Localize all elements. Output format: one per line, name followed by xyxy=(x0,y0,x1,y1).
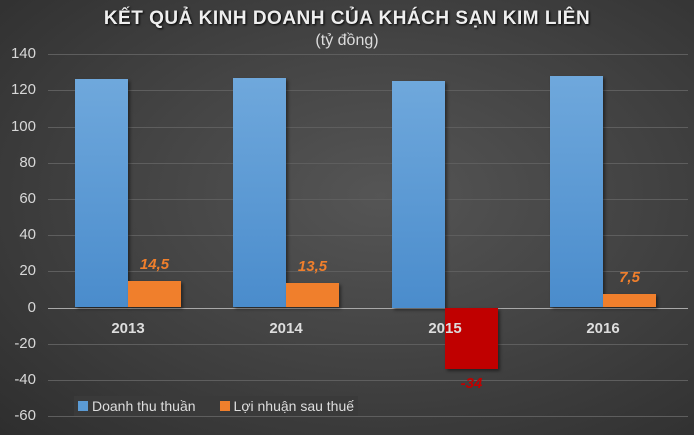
y-tick-label: -20 xyxy=(14,335,36,352)
gridline xyxy=(48,235,688,236)
x-tick-label: 2016 xyxy=(586,320,620,337)
bar-profit-2015 xyxy=(445,307,498,370)
chart-subtitle: (tỷ đồng) xyxy=(315,32,379,49)
data-label: 7,5 xyxy=(619,268,640,286)
y-tick-label: 100 xyxy=(10,118,36,135)
legend-swatch-orange xyxy=(219,401,230,411)
bar-revenue-2015 xyxy=(392,81,445,308)
chart-title: KẾT QUẢ KINH DOANH CỦA KHÁCH SẠN KIM LIÊ… xyxy=(103,8,591,29)
bar-profit-2014 xyxy=(286,283,339,308)
y-tick-label: -40 xyxy=(14,371,36,388)
y-tick-label: 80 xyxy=(19,154,36,171)
legend-label: Doanh thu thuần xyxy=(92,398,196,414)
x-tick-label: 2013 xyxy=(111,320,145,337)
bar-revenue-2013 xyxy=(75,79,128,308)
gridline xyxy=(48,344,688,345)
legend: Doanh thu thuần Lợi nhuận sau thuế xyxy=(74,396,359,416)
gridline xyxy=(48,127,688,128)
gridline xyxy=(48,271,688,272)
legend-item-profit: Lợi nhuận sau thuế xyxy=(219,398,355,414)
gridline xyxy=(48,199,688,200)
bar-profit-2016 xyxy=(603,293,656,308)
bar-revenue-2014 xyxy=(233,77,286,308)
x-tick-label: 2014 xyxy=(269,320,303,337)
gridline xyxy=(48,90,688,91)
gridline xyxy=(48,163,688,164)
data-label: -34 xyxy=(460,375,483,393)
legend-item-revenue: Doanh thu thuần xyxy=(78,398,196,414)
y-tick-label: 0 xyxy=(27,299,36,316)
y-tick-label: 20 xyxy=(19,262,36,279)
x-tick-label: 2015 xyxy=(428,320,462,337)
y-tick-label: -60 xyxy=(14,407,36,424)
bar-profit-2013 xyxy=(128,281,181,308)
data-label: 14,5 xyxy=(139,256,170,274)
legend-swatch-blue xyxy=(78,401,88,411)
gridline xyxy=(48,416,688,417)
y-tick-label: 120 xyxy=(10,81,36,98)
gridline xyxy=(48,308,688,309)
y-tick-label: 140 xyxy=(10,45,36,62)
gridline xyxy=(48,380,688,381)
y-tick-label: 60 xyxy=(19,190,36,207)
data-label: 13,5 xyxy=(297,258,328,276)
bar-revenue-2016 xyxy=(550,75,603,308)
y-tick-label: 40 xyxy=(19,226,36,243)
gridline xyxy=(48,54,688,55)
legend-label: Lợi nhuận sau thuế xyxy=(233,398,355,414)
